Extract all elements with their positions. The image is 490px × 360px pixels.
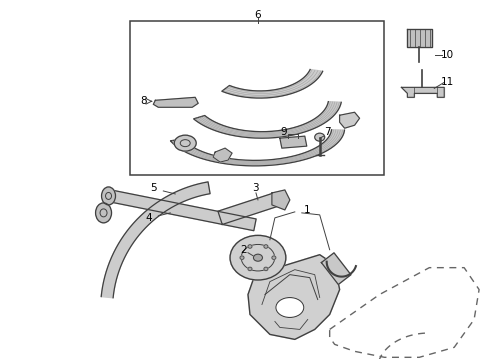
- Polygon shape: [401, 87, 444, 97]
- Text: 8: 8: [140, 96, 147, 106]
- Polygon shape: [272, 190, 290, 210]
- Ellipse shape: [101, 187, 116, 205]
- Ellipse shape: [272, 256, 276, 260]
- Polygon shape: [222, 69, 323, 98]
- Ellipse shape: [96, 203, 112, 223]
- Text: 11: 11: [441, 77, 454, 87]
- Text: 3: 3: [253, 183, 259, 193]
- Polygon shape: [153, 97, 198, 107]
- Polygon shape: [171, 130, 344, 166]
- Bar: [130, 21, 385, 175]
- Polygon shape: [104, 189, 256, 231]
- Ellipse shape: [253, 254, 263, 261]
- Polygon shape: [194, 102, 341, 138]
- Ellipse shape: [315, 133, 325, 141]
- Text: 1: 1: [303, 205, 310, 215]
- Polygon shape: [407, 28, 432, 46]
- Polygon shape: [321, 253, 351, 284]
- Text: 10: 10: [441, 50, 454, 60]
- Polygon shape: [280, 136, 307, 148]
- Text: 2: 2: [241, 245, 247, 255]
- Ellipse shape: [174, 135, 196, 151]
- Text: 4: 4: [145, 213, 152, 223]
- Ellipse shape: [264, 245, 268, 248]
- Polygon shape: [213, 148, 232, 162]
- Ellipse shape: [276, 298, 304, 318]
- Ellipse shape: [264, 267, 268, 271]
- Polygon shape: [218, 193, 277, 225]
- Ellipse shape: [248, 267, 252, 271]
- Polygon shape: [340, 112, 360, 128]
- Ellipse shape: [248, 245, 252, 248]
- Polygon shape: [248, 255, 340, 339]
- Text: 6: 6: [255, 10, 261, 20]
- Polygon shape: [101, 182, 210, 298]
- Text: 7: 7: [324, 127, 331, 137]
- Text: 9: 9: [281, 127, 287, 137]
- Ellipse shape: [230, 235, 286, 280]
- Ellipse shape: [240, 256, 244, 260]
- Text: 5: 5: [150, 183, 157, 193]
